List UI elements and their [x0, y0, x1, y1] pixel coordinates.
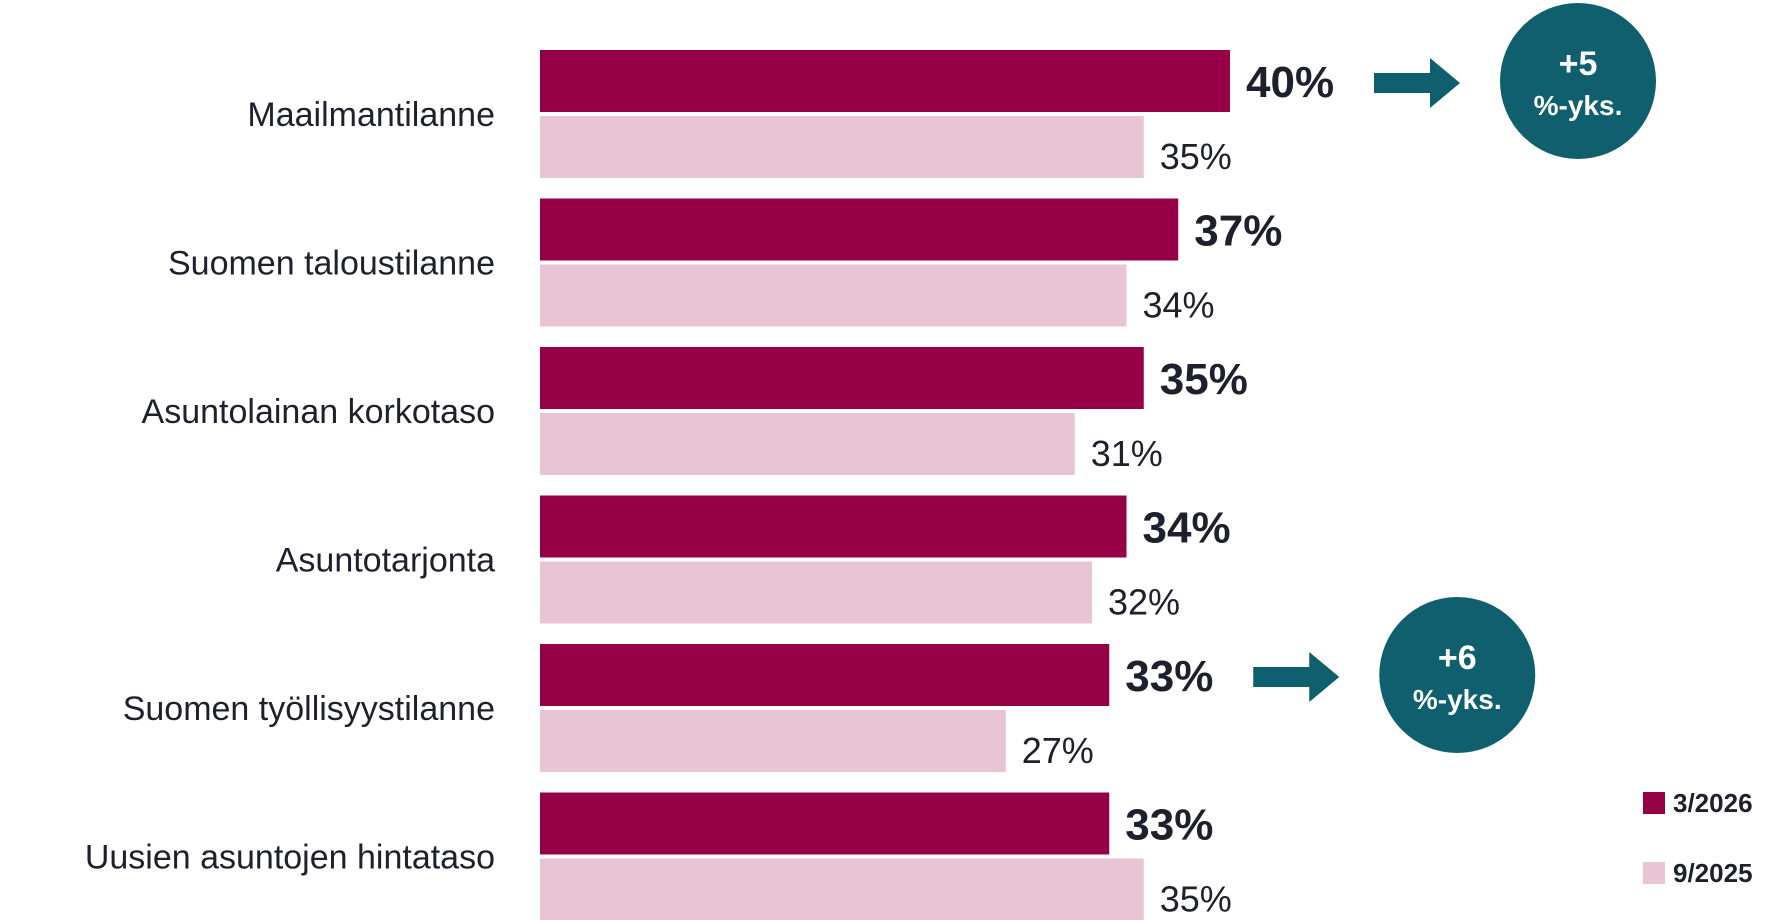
- bar-series-1: [540, 495, 1127, 558]
- category-label: Asuntotarjonta: [276, 542, 495, 580]
- bar-series-2: [540, 710, 1006, 772]
- value-label-series-1: 34%: [1143, 504, 1231, 553]
- callout-line-2: %-yks.: [1534, 90, 1623, 121]
- value-label-series-2: 35%: [1160, 879, 1232, 920]
- category-label: Suomen työllisyystilanne: [123, 690, 495, 728]
- bar-series-1: [540, 792, 1110, 855]
- bar-series-1: [540, 644, 1110, 706]
- value-label-series-2: 34%: [1143, 285, 1215, 326]
- value-label-series-2: 35%: [1160, 136, 1232, 177]
- value-label-series-1: 37%: [1194, 207, 1282, 256]
- value-label-series-2: 31%: [1091, 433, 1163, 474]
- legend-swatch: [1643, 862, 1665, 884]
- value-label-series-1: 35%: [1160, 355, 1248, 404]
- category-label: Suomen taloustilanne: [168, 245, 495, 283]
- callout-arrow: [1374, 58, 1460, 108]
- callout-line-1: +5: [1559, 45, 1598, 83]
- value-label-series-1: 33%: [1125, 801, 1213, 850]
- category-label: Asuntolainan korkotaso: [142, 393, 495, 431]
- bar-series-2: [540, 413, 1075, 475]
- bar-series-1: [540, 347, 1144, 409]
- legend-label: 3/2026: [1673, 788, 1753, 818]
- legend-swatch: [1643, 792, 1665, 814]
- value-label-series-1: 33%: [1125, 652, 1213, 701]
- callout-line-2: %-yks.: [1413, 684, 1502, 715]
- value-label-series-2: 27%: [1022, 730, 1094, 771]
- bar-series-1: [540, 198, 1179, 261]
- callout-arrow: [1253, 652, 1340, 702]
- callout-circle: [1500, 3, 1656, 159]
- bar-series-2: [540, 116, 1144, 178]
- bar-series-1: [540, 50, 1230, 112]
- category-label: Uusien asuntojen hintataso: [85, 839, 495, 877]
- value-label-series-1: 40%: [1246, 58, 1334, 107]
- bar-series-2: [540, 264, 1127, 327]
- legend-label: 9/2025: [1673, 858, 1753, 888]
- callout-circle: [1379, 597, 1536, 753]
- callout-line-1: +6: [1438, 639, 1477, 677]
- bar-series-2: [540, 858, 1144, 920]
- value-label-series-2: 32%: [1108, 582, 1180, 623]
- bar-series-2: [540, 561, 1092, 624]
- category-label: Maailmantilanne: [247, 96, 495, 134]
